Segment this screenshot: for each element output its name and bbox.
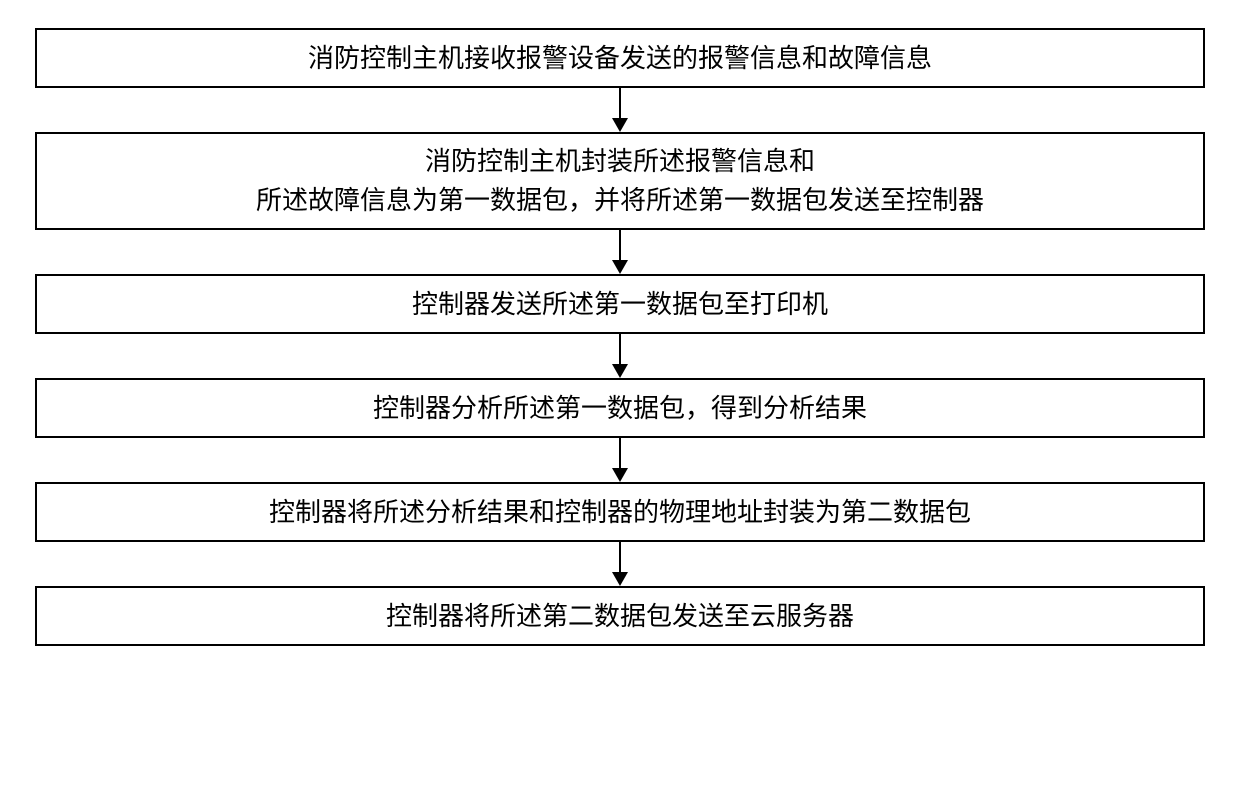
flow-step-1-text: 消防控制主机接收报警设备发送的报警信息和故障信息 <box>308 39 932 78</box>
arrow-line <box>619 438 621 468</box>
flow-step-3: 控制器发送所述第一数据包至打印机 <box>35 274 1205 334</box>
flowchart-container: 消防控制主机接收报警设备发送的报警信息和故障信息 消防控制主机封装所述报警信息和… <box>35 28 1205 646</box>
arrow-head-icon <box>612 118 628 132</box>
arrow-line <box>619 88 621 118</box>
flow-arrow-5 <box>612 542 628 586</box>
flow-arrow-4 <box>612 438 628 482</box>
arrow-line <box>619 230 621 260</box>
arrow-head-icon <box>612 468 628 482</box>
arrow-head-icon <box>612 572 628 586</box>
flow-step-4-text: 控制器分析所述第一数据包，得到分析结果 <box>373 389 867 428</box>
arrow-head-icon <box>612 364 628 378</box>
flow-step-1: 消防控制主机接收报警设备发送的报警信息和故障信息 <box>35 28 1205 88</box>
flow-arrow-3 <box>612 334 628 378</box>
flow-step-5: 控制器将所述分析结果和控制器的物理地址封装为第二数据包 <box>35 482 1205 542</box>
flow-step-5-text: 控制器将所述分析结果和控制器的物理地址封装为第二数据包 <box>269 493 971 532</box>
flow-step-2-text: 消防控制主机封装所述报警信息和 所述故障信息为第一数据包，并将所述第一数据包发送… <box>256 142 984 220</box>
flow-arrow-1 <box>612 88 628 132</box>
flow-step-6-text: 控制器将所述第二数据包发送至云服务器 <box>386 597 854 636</box>
arrow-head-icon <box>612 260 628 274</box>
flow-step-3-text: 控制器发送所述第一数据包至打印机 <box>412 285 828 324</box>
flow-step-2: 消防控制主机封装所述报警信息和 所述故障信息为第一数据包，并将所述第一数据包发送… <box>35 132 1205 230</box>
flow-arrow-2 <box>612 230 628 274</box>
arrow-line <box>619 334 621 364</box>
flow-step-6: 控制器将所述第二数据包发送至云服务器 <box>35 586 1205 646</box>
flow-step-4: 控制器分析所述第一数据包，得到分析结果 <box>35 378 1205 438</box>
arrow-line <box>619 542 621 572</box>
